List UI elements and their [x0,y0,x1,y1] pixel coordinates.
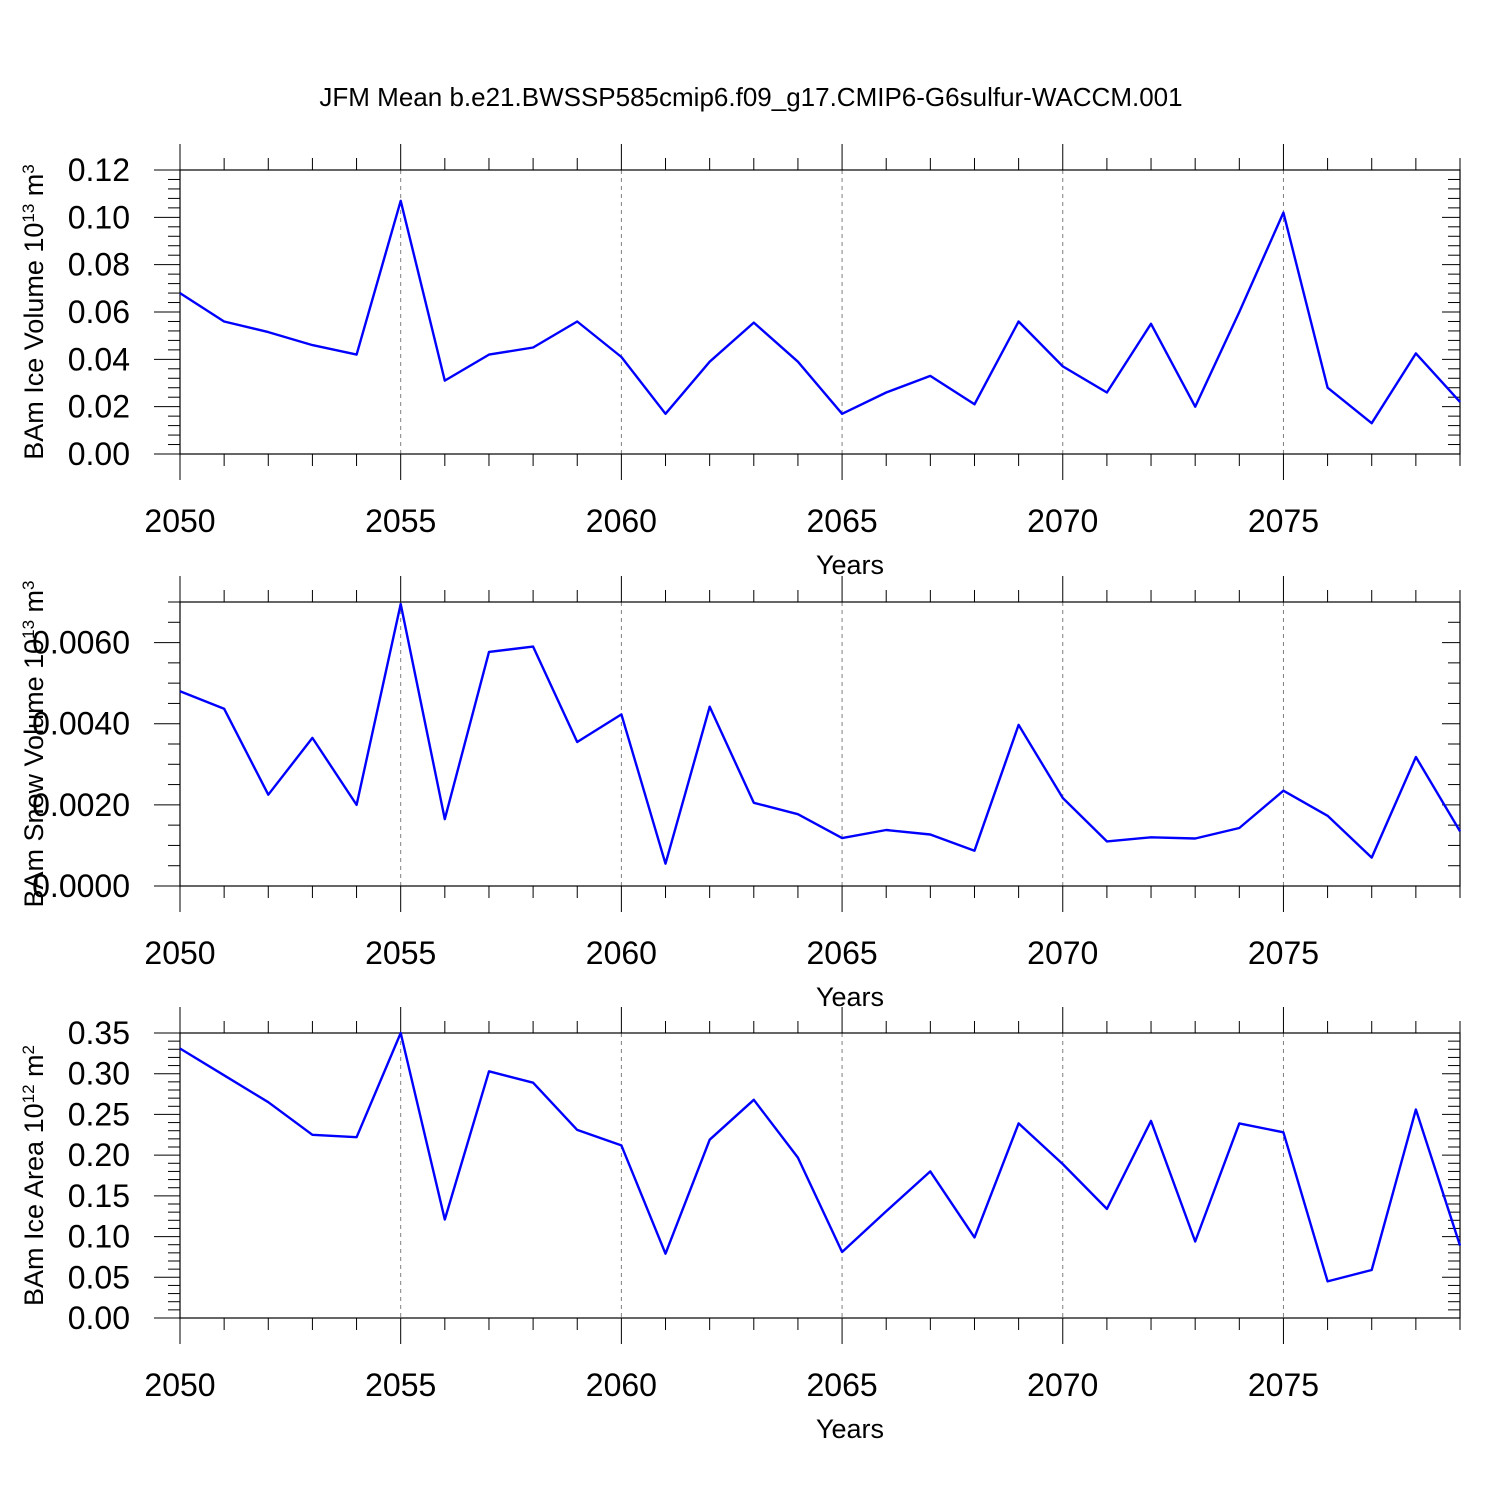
y-tick-label: 0.00 [68,1300,130,1336]
y-axis-label-exponent: 2 [19,1045,38,1054]
x-axis-label: Years [816,1414,884,1444]
plot-frame [179,1032,1461,1319]
y-axis-label-text: BAm Ice Area 10 [19,1103,49,1306]
y-tick-label: 0.06 [68,294,130,330]
x-tick-label: 2050 [144,503,215,539]
y-axis-label-exponent: 3 [19,580,38,589]
plot-frame [179,169,1461,455]
y-axis-label: BAm Snow Volume 1013 m3 [19,580,50,907]
x-tick-label: 2050 [144,935,215,971]
y-axis-label: BAm Ice Area 1012 m2 [19,1045,50,1306]
y-tick-label: 0.10 [68,199,130,235]
y-axis-label-text: BAm Snow Volume 10 [19,639,49,908]
y-tick-label: 0.08 [68,247,130,283]
x-tick-label: 2055 [365,1367,436,1403]
y-tick-label: 0.02 [68,389,130,425]
y-axis-label-exponent: 12 [19,1084,38,1103]
y-tick-label: 0.0000 [32,868,130,904]
x-tick-label: 2075 [1248,935,1319,971]
y-axis-label-text: m [19,590,49,620]
y-tick-label: 0.10 [68,1219,130,1255]
x-tick-label: 2075 [1248,1367,1319,1403]
y-tick-label: 0.0060 [32,625,130,661]
y-axis-label-exponent: 13 [19,620,38,639]
panel-3: 2050 2055 2060 2065 2070 2075 0.00 0.05 0.10 0.15… [19,1007,1462,1444]
y-axis-label-exponent: 3 [19,164,38,173]
figure-title: JFM Mean b.e21.BWSSP585cmip6.f09_g17.CMI… [319,82,1182,112]
x-tick-label: 2065 [806,935,877,971]
y-tick-label: 0.12 [68,152,130,188]
y-axis-label-text: m [19,1054,49,1084]
x-axis-label: Years [816,550,884,580]
x-tick-label: 2055 [365,935,436,971]
panel-2: 2050 2055 2060 2065 2070 2075 0.0000 0.0020 0.00… [19,576,1462,1012]
y-axis-label: BAm Ice Volume 1013 m3 [19,164,50,460]
x-tick-label: 2050 [144,1367,215,1403]
y-axis-label-text: m [19,174,49,204]
y-axis-label-text: BAm Ice Volume 10 [19,223,49,460]
y-tick-label: 0.20 [68,1137,130,1173]
plot-frame [179,601,1461,887]
x-tick-label: 2065 [806,503,877,539]
series-line [179,1031,1462,1283]
y-tick-label: 0.0040 [32,706,130,742]
y-tick-label: 0.15 [68,1178,130,1214]
y-tick-label: 0.35 [68,1015,130,1051]
y-tick-label: 0.30 [68,1056,130,1092]
x-tick-label: 2060 [586,935,657,971]
x-tick-label: 2070 [1027,503,1098,539]
y-tick-label: 0.25 [68,1096,130,1132]
y-tick-label: 0.05 [68,1259,130,1295]
x-axis-label: Years [816,982,884,1012]
x-tick-label: 2055 [365,503,436,539]
x-tick-label: 2060 [586,503,657,539]
x-tick-label: 2075 [1248,503,1319,539]
x-tick-label: 2070 [1027,935,1098,971]
y-tick-label: 0.04 [68,341,130,377]
x-tick-label: 2060 [586,1367,657,1403]
x-tick-label: 2070 [1027,1367,1098,1403]
x-tick-label: 2065 [806,1367,877,1403]
series-line [179,602,1462,865]
panel-1: 2050 2055 2060 2065 2070 2075 0.00 0.02 0.04 0.06… [19,144,1461,580]
series-line [179,199,1461,425]
y-tick-label: 0.0020 [32,787,130,823]
y-axis-label-exponent: 13 [19,204,38,223]
y-tick-label: 0.00 [68,436,130,472]
